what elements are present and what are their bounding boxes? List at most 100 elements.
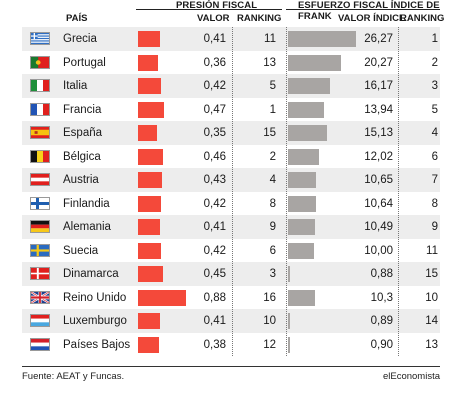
presion-bar [138, 242, 161, 259]
esfuerzo-value: 10,3 [370, 291, 393, 304]
presion-bar [138, 125, 158, 141]
separator-ef-section [286, 27, 287, 356]
table-row [22, 168, 440, 192]
esfuerzo-rank: 2 [431, 56, 438, 69]
esfuerzo-value: 10,49 [364, 221, 393, 233]
presion-rank: 5 [269, 80, 276, 92]
presion-bar [138, 54, 158, 71]
esfuerzo-bar [288, 242, 314, 259]
esfuerzo-value: 15,13 [364, 127, 393, 139]
section-rule-presion [136, 9, 282, 10]
presion-bar [138, 336, 159, 353]
presion-bar [138, 101, 164, 118]
presion-bar [138, 219, 161, 235]
presion-bar [138, 289, 186, 306]
table-row [22, 215, 440, 239]
presion-value: 0,42 [203, 80, 226, 92]
presion-value: 0,46 [203, 150, 226, 163]
esfuerzo-bar [288, 266, 291, 282]
esfuerzo-rank: 14 [425, 315, 438, 327]
presion-value: 0,47 [203, 103, 226, 116]
presion-value: 0,88 [203, 291, 226, 304]
header-pf-rank: RANKING [237, 13, 282, 24]
country-name: Luxemburgo [63, 315, 127, 327]
esfuerzo-value: 0,90 [370, 338, 393, 351]
table-row [22, 262, 440, 286]
country-name: Francia [63, 103, 102, 116]
esfuerzo-bar [288, 289, 315, 306]
presion-rank: 16 [263, 291, 276, 304]
presion-value: 0,36 [203, 56, 226, 69]
denmark-flag-icon [30, 267, 50, 280]
table-row [22, 285, 440, 309]
table-row [22, 97, 440, 121]
country-name: Portugal [63, 56, 106, 69]
esfuerzo-rank: 3 [431, 80, 438, 92]
presion-rank: 8 [269, 197, 276, 210]
presion-rank: 11 [264, 33, 276, 45]
esfuerzo-value: 13,94 [364, 103, 393, 116]
esfuerzo-value: 0,89 [370, 315, 393, 327]
esfuerzo-bar [288, 313, 291, 329]
table-row [22, 191, 440, 215]
austria-flag-icon [30, 173, 50, 186]
uk-flag-icon [30, 290, 50, 304]
separator-pf-rank [232, 27, 233, 356]
table-row [22, 332, 440, 356]
presion-value: 0,42 [203, 197, 226, 210]
esfuerzo-bar [288, 336, 291, 353]
esfuerzo-rank: 1 [431, 33, 438, 45]
esfuerzo-rank: 8 [431, 197, 438, 210]
esfuerzo-bar [288, 54, 341, 71]
country-name: España [63, 127, 103, 139]
table-row [22, 238, 440, 262]
presion-rank: 2 [269, 150, 276, 163]
section-title-presion: PRESIÓN FISCAL [176, 0, 258, 11]
esfuerzo-value: 0,88 [370, 268, 393, 280]
presion-rank: 1 [269, 103, 276, 116]
esfuerzo-bar [288, 31, 356, 47]
france-flag-icon [30, 102, 50, 116]
presion-value: 0,35 [203, 127, 226, 139]
presion-rank: 4 [269, 174, 276, 186]
esfuerzo-bar [288, 195, 316, 212]
spain-flag-icon [30, 126, 50, 139]
presion-bar [138, 313, 161, 329]
esfuerzo-bar [288, 125, 328, 141]
country-name: Países Bajos [63, 338, 131, 351]
presion-bar [138, 195, 161, 212]
sweden-flag-icon [30, 243, 50, 257]
presion-value: 0,41 [203, 33, 226, 45]
table-row [22, 144, 440, 168]
finland-flag-icon [30, 196, 50, 210]
presion-rank: 12 [263, 338, 276, 351]
presion-rank: 6 [269, 244, 276, 257]
esfuerzo-rank: 15 [425, 268, 438, 280]
presion-bar [138, 148, 164, 165]
esfuerzo-value: 16,17 [364, 80, 393, 92]
presion-rank: 15 [263, 127, 276, 139]
presion-bar [138, 78, 161, 94]
country-name: Grecia [63, 33, 97, 45]
presion-rank: 9 [269, 221, 276, 233]
luxembourg-flag-icon [30, 314, 50, 327]
presion-value: 0,45 [203, 268, 226, 280]
esfuerzo-bar [288, 172, 316, 188]
esfuerzo-rank: 9 [431, 221, 438, 233]
table-row [22, 121, 440, 145]
presion-value: 0,41 [203, 221, 226, 233]
header-country: PAÍS [66, 13, 88, 24]
presion-value: 0,42 [203, 244, 226, 257]
country-name: Italia [63, 80, 88, 92]
presion-rank: 3 [269, 268, 276, 280]
section-rule-esfuerzo [286, 9, 440, 10]
table-row [22, 309, 440, 333]
header-ef-value: VALOR ÍNDICE [338, 13, 406, 24]
esfuerzo-bar [288, 219, 316, 235]
header-ef-rank: RANKING [400, 13, 445, 24]
brand-logo-text: elEconomista [382, 371, 440, 382]
belgium-flag-icon [30, 149, 50, 163]
country-name: Finlandia [63, 197, 110, 210]
presion-bar [138, 172, 162, 188]
presion-rank: 10 [263, 315, 276, 327]
